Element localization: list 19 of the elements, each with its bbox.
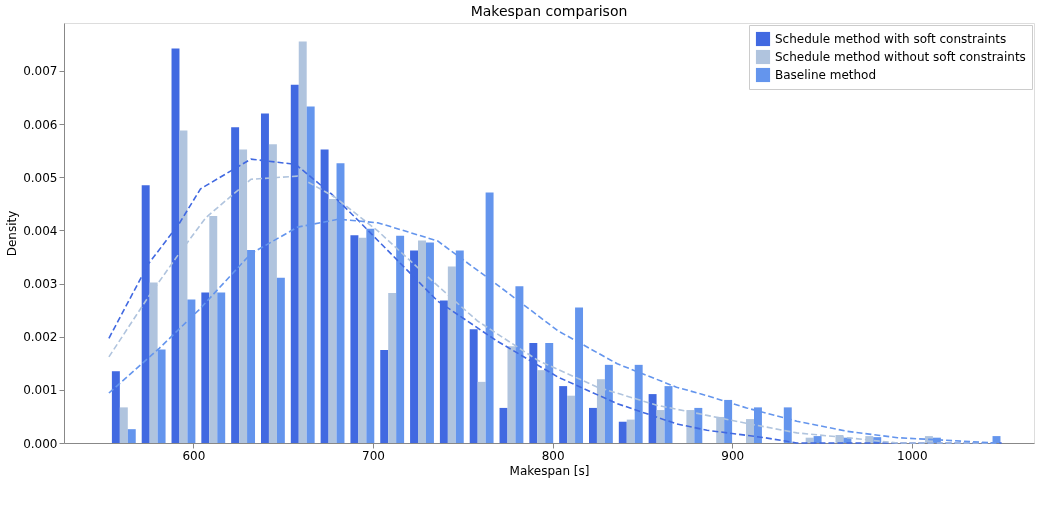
y-tick-label: 0.005 bbox=[23, 170, 58, 185]
x-tick-label: 700 bbox=[362, 448, 385, 463]
x-tick-label: 800 bbox=[541, 448, 565, 463]
legend-label: Baseline method bbox=[775, 68, 877, 82]
chart-title: Makespan comparison bbox=[470, 3, 628, 19]
y-axis-title: Density bbox=[5, 210, 20, 257]
y-tick-label: 0.006 bbox=[23, 117, 58, 132]
x-tick-label: 1000 bbox=[897, 448, 928, 463]
y-tick-label: 0.001 bbox=[23, 383, 58, 398]
y-tick-label: 0.004 bbox=[23, 223, 58, 238]
y-tick-label: 0.007 bbox=[23, 64, 58, 79]
legend-label: Schedule method with soft constraints bbox=[775, 32, 1007, 46]
legend-label: Schedule method without soft constraints bbox=[775, 50, 1026, 64]
x-tick-label: 600 bbox=[182, 448, 206, 463]
x-axis-title: Makespan [s] bbox=[509, 463, 590, 478]
y-tick-label: 0.000 bbox=[23, 436, 58, 451]
y-tick-label: 0.002 bbox=[23, 330, 58, 345]
y-tick-label: 0.003 bbox=[23, 277, 58, 292]
x-tick-label: 900 bbox=[721, 448, 745, 463]
